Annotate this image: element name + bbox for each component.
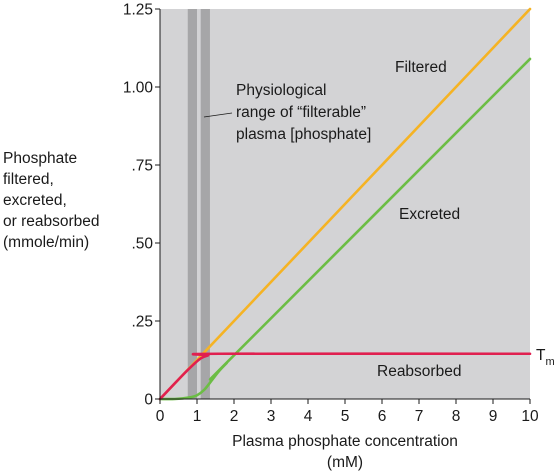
x-tick-label: 4 <box>304 408 313 425</box>
tm-label: Tm <box>536 347 555 368</box>
range-label-line3: plasma [phosphate] <box>236 126 371 143</box>
series-line-reabsorbed <box>158 352 532 401</box>
x-tick-label: 1 <box>193 408 202 425</box>
tm-label-main: T <box>536 347 546 364</box>
ticks-layer: 0 1 2 3 4 5 6 7 8 9 10 0 .25 .50 .75 1.00 1.25 <box>123 2 539 426</box>
y-tick-label: 0 <box>144 392 153 409</box>
y-tick-label: .50 <box>131 236 153 253</box>
y-tick-label: .75 <box>131 158 153 175</box>
y-axis-label-line: Phosphate <box>3 150 78 167</box>
y-axis-label-line: excreted, <box>3 192 67 209</box>
x-tick-label: 10 <box>521 408 539 425</box>
y-axis-label-line: (mmole/min) <box>3 234 90 251</box>
y-axis-label: Phosphate filtered, excreted, or reabsor… <box>3 148 153 253</box>
series-label-filtered: Filtered <box>395 59 447 76</box>
y-tick-label: 1.25 <box>123 2 153 19</box>
y-tick-label: 1.00 <box>123 80 154 97</box>
series-line-excreted <box>158 57 532 401</box>
range-label-leader <box>203 112 233 118</box>
x-axis-label: Plasma phosphate concentration <box>232 433 458 450</box>
series-label-excreted: Excreted <box>399 206 460 223</box>
y-axis-label-line: or reabsorbed <box>3 213 100 230</box>
x-tick-label: 3 <box>267 408 276 425</box>
x-axis-unit: (mM) <box>326 454 364 471</box>
series-layer <box>158 7 532 401</box>
x-tick-label: 2 <box>230 408 239 425</box>
range-label-line2: range of “filterable” <box>236 104 366 121</box>
tm-label-subscript: m <box>545 356 554 368</box>
physiological-range-band-center <box>197 9 201 399</box>
range-label-line1: Physiological <box>236 82 326 99</box>
x-tick-label: 5 <box>341 408 350 425</box>
x-tick-label: 7 <box>415 408 424 425</box>
x-tick-label: 6 <box>378 408 387 425</box>
y-tick-label: .25 <box>131 314 153 331</box>
x-tick-label: 0 <box>156 408 165 425</box>
y-axis-label-line: filtered, <box>3 171 54 188</box>
x-tick-label: 9 <box>489 408 498 425</box>
series-label-reabsorbed: Reabsorbed <box>377 363 461 380</box>
x-tick-label: 8 <box>452 408 461 425</box>
